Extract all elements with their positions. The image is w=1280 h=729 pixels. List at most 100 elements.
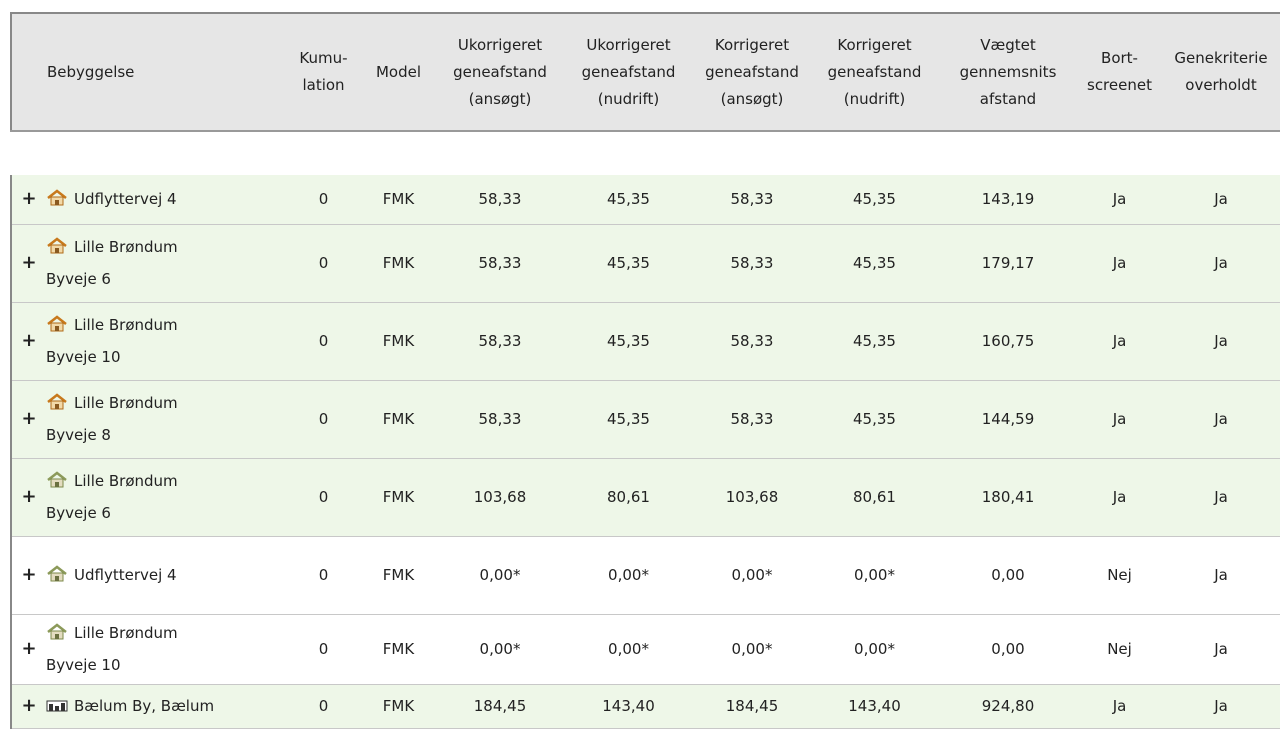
expand-button[interactable]: + [11, 684, 46, 729]
cell: 45,35 [811, 224, 938, 303]
table-row: + Udflyttervej 4 0 FMK 0,00* 0,00* 0,00* 0,00* 0… [11, 536, 1280, 615]
name-cell: Lille Brøndum Byveje 10 [46, 302, 286, 381]
cell: Ja [1078, 684, 1161, 729]
name-line: Lille Brøndum [46, 465, 286, 497]
expand-button[interactable]: + [11, 302, 46, 381]
cell: 143,40 [564, 684, 693, 729]
cell: Ja [1078, 175, 1161, 225]
table-row: + Lille Brøndum Byveje 10 0 FMK 0,00* 0,00* 0,0… [11, 614, 1280, 685]
cell: FMK [361, 536, 436, 615]
name-cell: Lille Brøndum Byveje 10 [46, 614, 286, 685]
cell: 0 [286, 175, 361, 225]
cell: 0,00* [564, 536, 693, 615]
cell: 0 [286, 684, 361, 729]
building-icon [47, 315, 67, 332]
name-line: Byveje 6 [46, 270, 111, 288]
header-line: Vægtet [980, 35, 1036, 54]
cell: Ja [1078, 224, 1161, 303]
cell: 0,00* [693, 614, 811, 685]
building-icon [47, 565, 67, 582]
cell: 0,00* [811, 614, 938, 685]
cell: Ja [1161, 458, 1280, 537]
name-line: Bælum By, Bælum [46, 690, 286, 722]
expand-button[interactable]: + [11, 380, 46, 459]
header-line: geneafstand [705, 62, 799, 81]
cell: 0 [286, 614, 361, 685]
table-header: Bebyggelse Kumu-lation Model Ukorrigeret gen… [10, 12, 1280, 132]
name-line: Byveje 10 [46, 656, 121, 674]
cell: 45,35 [564, 302, 693, 381]
expand-button[interactable]: + [11, 224, 46, 303]
header-line: Korrigeret [714, 35, 790, 54]
column-header: Korrigeret geneafstand (nudrift) [811, 13, 938, 131]
cell: 0,00* [564, 614, 693, 685]
cell: FMK [361, 380, 436, 459]
cell: FMK [361, 614, 436, 685]
cell: 45,35 [564, 175, 693, 225]
cell: 0,00 [938, 614, 1078, 685]
cell: 184,45 [436, 684, 564, 729]
column-header: Model [361, 13, 436, 131]
cell: 0,00* [436, 614, 564, 685]
cell: 924,80 [938, 684, 1078, 729]
cell: 0 [286, 302, 361, 381]
cell: 144,59 [938, 380, 1078, 459]
header-line: overholdt [1185, 76, 1257, 94]
expand-button[interactable]: + [11, 458, 46, 537]
cell: Ja [1078, 380, 1161, 459]
header-line: Ukorrigeret [586, 35, 671, 54]
cell: Ja [1161, 175, 1280, 225]
column-header: Ukorrigeret geneafstand (ansøgt) [436, 13, 564, 131]
table-row: + Lille Brøndum Byveje 8 0 FMK 58,33 45,35 58,3… [11, 380, 1280, 459]
cell: Nej [1078, 614, 1161, 685]
name-cell: Udflyttervej 4 [46, 536, 286, 615]
header-line: geneafstand [581, 62, 676, 81]
cell: Ja [1161, 224, 1280, 303]
building-icon [47, 471, 67, 488]
building-icon [47, 189, 67, 206]
expand-button[interactable]: + [11, 536, 46, 615]
header-line: afstand [979, 89, 1037, 108]
header-line: Korrigeret [837, 35, 912, 54]
header-line: geneafstand [453, 62, 547, 81]
header-line: gennemsnits [959, 62, 1057, 81]
cell: 45,35 [564, 224, 693, 303]
cell: Nej [1078, 536, 1161, 615]
cell: 179,17 [938, 224, 1078, 303]
cell: 103,68 [693, 458, 811, 537]
cell: 58,33 [693, 175, 811, 225]
header-line: screenet [1087, 76, 1152, 94]
name-cell: Lille Brøndum Byveje 8 [46, 380, 286, 459]
cell: 0,00* [436, 536, 564, 615]
cell: 45,35 [811, 302, 938, 381]
cell: FMK [361, 458, 436, 537]
cell: Ja [1078, 458, 1161, 537]
column-header: Ukorrigeret geneafstand (nudrift) [564, 13, 693, 131]
column-header: Korrigeret geneafstand (ansøgt) [693, 13, 811, 131]
cell: 0 [286, 536, 361, 615]
header-row: Bebyggelse Kumu-lation Model Ukorrigeret gen… [11, 13, 1280, 131]
cell: 103,68 [436, 458, 564, 537]
column-header: Kumu-lation [286, 13, 361, 131]
header-line: Ukorrigeret [457, 35, 543, 54]
column-header: Genekriterie overholdt [1161, 13, 1280, 131]
name-line: Lille Brøndum [46, 617, 286, 649]
expand-button[interactable]: + [11, 614, 46, 685]
table-row: + Lille Brøndum Byveje 6 0 FMK 103,68 80,61 103… [11, 458, 1280, 537]
cell: FMK [361, 175, 436, 225]
header-line: (ansøgt) [720, 89, 784, 108]
name-line: Udflyttervej 4 [46, 183, 286, 215]
cell: Ja [1161, 302, 1280, 381]
cell: 0,00 [938, 536, 1078, 615]
building-icon [47, 237, 67, 254]
building-icon [47, 623, 67, 640]
cell: 58,33 [436, 224, 564, 303]
cell: Ja [1078, 302, 1161, 381]
cell: 58,33 [693, 302, 811, 381]
expand-button[interactable]: + [11, 175, 46, 225]
name-line: Byveje 8 [46, 426, 111, 444]
column-header: Bebyggelse [11, 13, 286, 131]
header-line: (ansøgt) [468, 89, 532, 108]
cell: FMK [361, 302, 436, 381]
